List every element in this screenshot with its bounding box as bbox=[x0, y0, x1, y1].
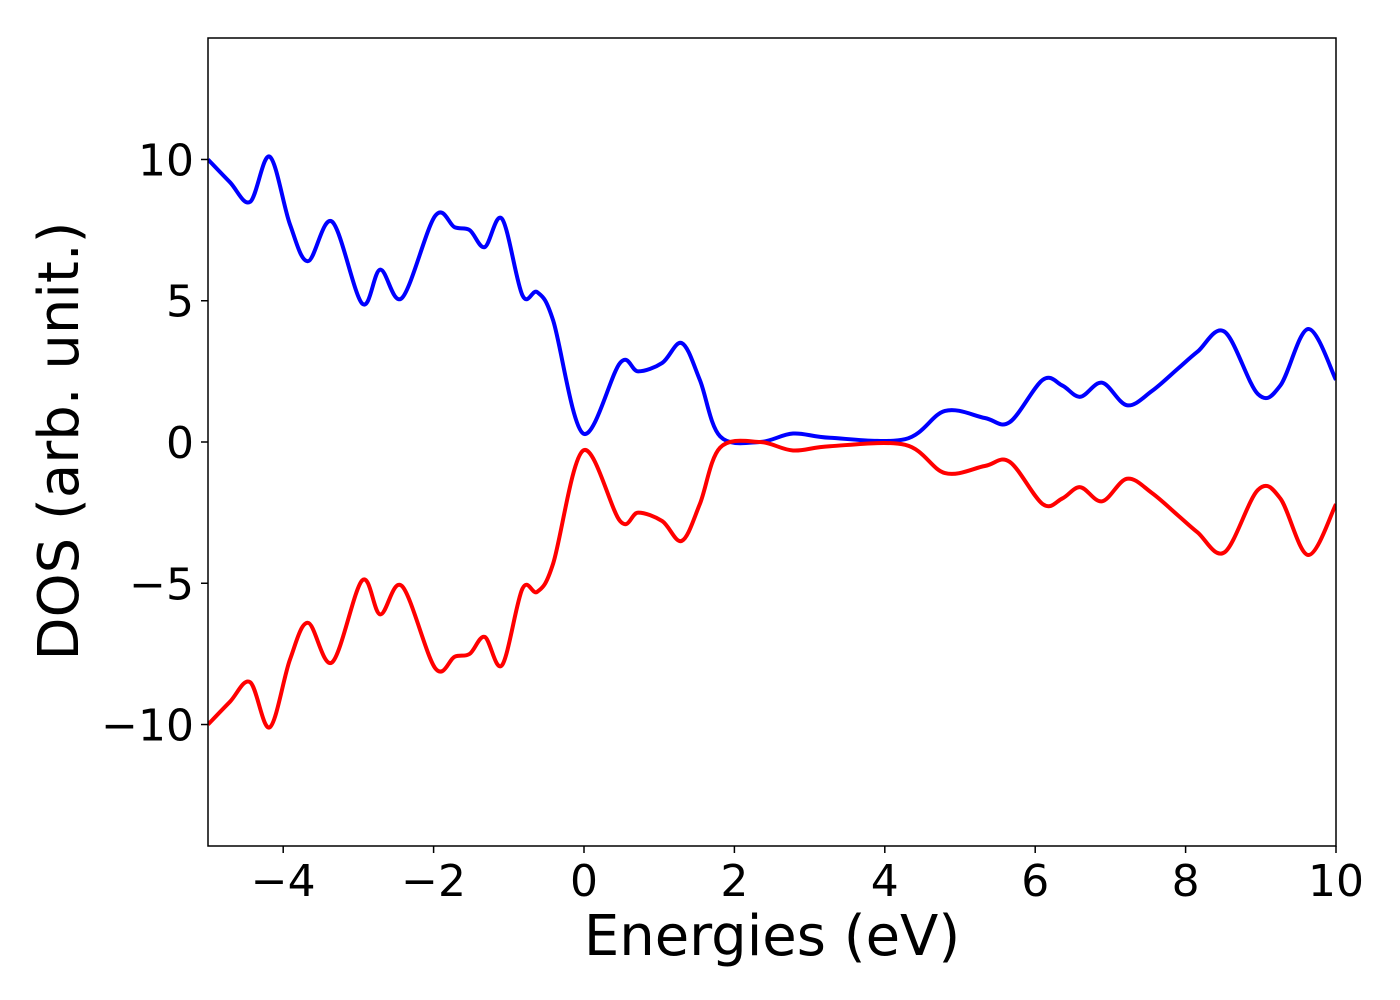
y-tick-label: 5 bbox=[166, 277, 194, 328]
x-tick-label: −4 bbox=[251, 856, 316, 907]
y-tick-label: −10 bbox=[101, 701, 194, 752]
x-tick-label: 8 bbox=[1172, 856, 1200, 907]
line bbox=[208, 438, 1336, 730]
x-axis-label: Energies (eV) bbox=[584, 904, 960, 969]
x-tick-label: −2 bbox=[401, 856, 466, 907]
x-tick-label: 2 bbox=[720, 856, 748, 907]
y-tick-label: 10 bbox=[138, 135, 194, 186]
x-tick-label: 4 bbox=[871, 856, 899, 907]
line bbox=[208, 154, 1336, 446]
x-tick-label: 6 bbox=[1021, 856, 1049, 907]
x-tick-label: 10 bbox=[1308, 856, 1364, 907]
x-tick-label: 0 bbox=[570, 856, 598, 907]
plot-frame bbox=[207, 37, 1337, 847]
y-axis-label: DOS (arb. unit.) bbox=[27, 221, 92, 660]
y-tick-label: 0 bbox=[166, 418, 194, 469]
y-tick-label: −5 bbox=[129, 559, 194, 610]
